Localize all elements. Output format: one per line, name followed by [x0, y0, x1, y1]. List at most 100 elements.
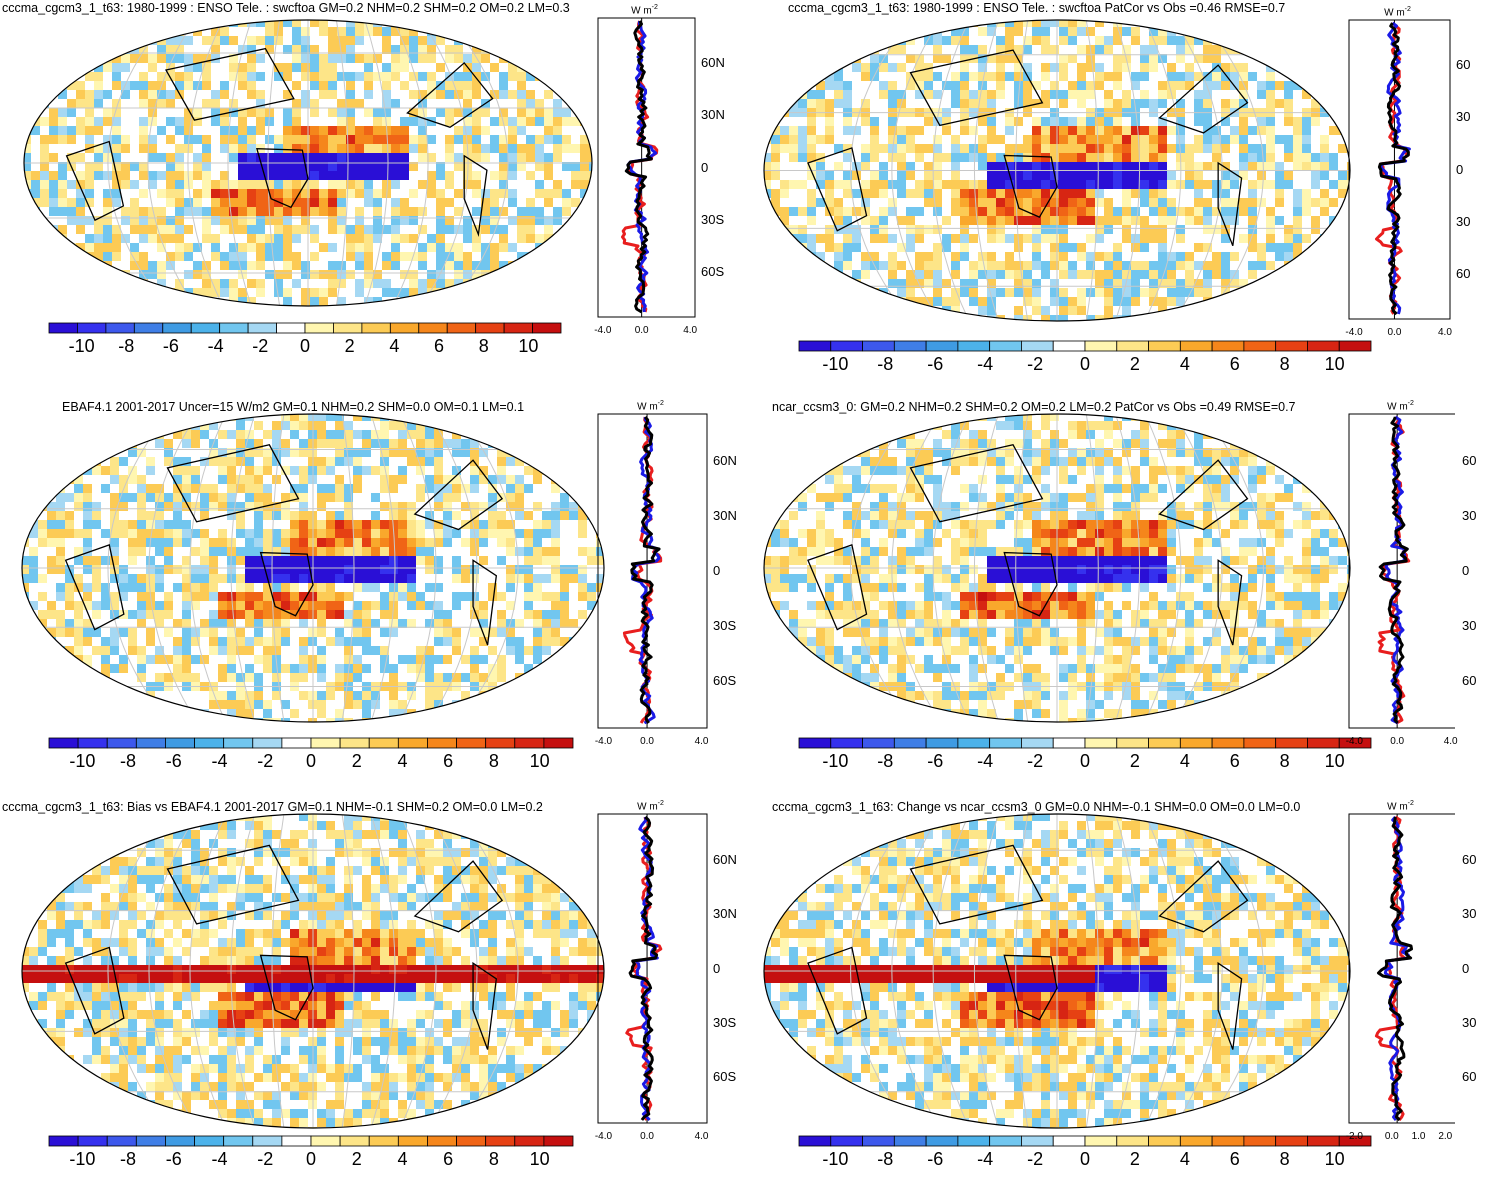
zonal-x-tick-label: 4.0 — [695, 736, 709, 747]
latitude-label: 60 — [1462, 852, 1476, 867]
colorbar-tick-label: -2 — [252, 336, 268, 357]
latitude-label: 30 — [1456, 109, 1470, 124]
colorbar-tick-label: 4 — [1180, 354, 1190, 375]
colorbar-tick-label: 0 — [1080, 1149, 1090, 1170]
latitude-label: 0 — [713, 961, 720, 976]
colorbar-tick-label: -2 — [257, 1149, 273, 1170]
colorbar-tick-label: 6 — [1230, 354, 1240, 375]
colorbar-tick-label: 4 — [397, 1149, 407, 1170]
colorbar-tick-label: 8 — [1280, 1149, 1290, 1170]
zonal-x-tick-label: 4.0 — [1444, 736, 1458, 747]
colorbar-tick-label: 10 — [1325, 354, 1345, 375]
colorbar-tick-label: -8 — [877, 751, 893, 772]
colorbar-tick-label: 10 — [1325, 751, 1345, 772]
colorbar-tick-label: 8 — [489, 1149, 499, 1170]
latitude-label: 0 — [1462, 961, 1469, 976]
colorbar-tick-label: -10 — [822, 1149, 848, 1170]
zonal-units: W m-2 — [637, 400, 664, 412]
zonal-mean-plot — [1345, 802, 1455, 1127]
world-map — [762, 412, 1352, 724]
colorbar-tick-label: 10 — [530, 751, 550, 772]
colorbar-tick-label: -8 — [877, 354, 893, 375]
colorbar-tick-label: 0 — [306, 751, 316, 772]
colorbar-tick-label: 6 — [443, 751, 453, 772]
latitude-label: 30 — [1462, 618, 1476, 633]
zonal-x-tick-label: 0.0 — [635, 325, 649, 336]
latitude-label: 60S — [713, 673, 736, 688]
colorbar-tick-label: -10 — [69, 336, 95, 357]
latitude-label: 30N — [713, 508, 737, 523]
latitude-label: 60 — [1456, 57, 1470, 72]
colorbar-tick-label: 0 — [1080, 354, 1090, 375]
colorbar — [48, 737, 574, 749]
colorbar-tick-label: -4 — [212, 1149, 228, 1170]
latitude-label: 60S — [701, 264, 724, 279]
world-map — [20, 412, 606, 724]
colorbar-tick-label: 6 — [1230, 751, 1240, 772]
colorbar-tick-label: 4 — [1180, 751, 1190, 772]
colorbar-tick-label: 0 — [300, 336, 310, 357]
latitude-label: 60 — [1462, 673, 1476, 688]
colorbar — [798, 1135, 1372, 1147]
colorbar-tick-label: 2 — [1130, 1149, 1140, 1170]
colorbar — [798, 340, 1372, 352]
diff-zonal-line — [1380, 417, 1407, 723]
zonal-x-tick-label: -2.0 — [1346, 1131, 1363, 1142]
colorbar-tick-label: 10 — [1325, 1149, 1345, 1170]
colorbar-tick-label: -6 — [166, 751, 182, 772]
world-map — [762, 812, 1352, 1130]
colorbar-tick-label: -6 — [927, 354, 943, 375]
colorbar-tick-label: -4 — [977, 1149, 993, 1170]
zonal-x-tick-label: 0.0 — [1385, 1131, 1399, 1142]
colorbar-tick-label: -2 — [1027, 1149, 1043, 1170]
latitude-label: 30S — [713, 1015, 736, 1030]
colorbar-tick-label: 4 — [397, 751, 407, 772]
colorbar-tick-label: 8 — [1280, 751, 1290, 772]
colorbar-tick-label: -6 — [927, 1149, 943, 1170]
latitude-label: 60N — [701, 55, 725, 70]
zonal-units: W m-2 — [1387, 400, 1414, 412]
zonal-mean-plot — [594, 6, 704, 321]
latitude-label: 60 — [1456, 266, 1470, 281]
colorbar-tick-label: 2 — [352, 751, 362, 772]
colorbar-tick-label: -4 — [212, 751, 228, 772]
colorbar-tick-label: -6 — [163, 336, 179, 357]
zonal-units: W m-2 — [631, 4, 658, 16]
colorbar-tick-label: 8 — [489, 751, 499, 772]
colorbar-tick-label: -2 — [257, 751, 273, 772]
colorbar-tick-label: 6 — [1230, 1149, 1240, 1170]
colorbar-tick-label: -4 — [977, 354, 993, 375]
zonal-x-tick-label: -4.0 — [595, 736, 612, 747]
zonal-mean-plot — [1345, 8, 1455, 323]
colorbar-tick-label: -6 — [166, 1149, 182, 1170]
colorbar-tick-label: -10 — [69, 1149, 95, 1170]
colorbar-tick-label: 0 — [306, 1149, 316, 1170]
zonal-units: W m-2 — [1387, 800, 1414, 812]
latitude-label: 30S — [713, 618, 736, 633]
latitude-label: 60 — [1462, 1069, 1476, 1084]
colorbar-tick-label: 2 — [345, 336, 355, 357]
latitude-label: 30 — [1462, 508, 1476, 523]
figure-panel: cccma_cgcm3_1_t63: Change vs ncar_ccsm3_… — [750, 800, 1488, 1195]
colorbar-tick-label: -2 — [1027, 751, 1043, 772]
colorbar-tick-label: -8 — [877, 1149, 893, 1170]
colorbar-tick-label: 6 — [434, 336, 444, 357]
zonal-mean-plot — [594, 802, 710, 1127]
zonal-mean-plot — [594, 402, 710, 732]
world-map — [20, 812, 606, 1130]
panel-title: cccma_cgcm3_1_t63: 1980-1999 : ENSO Tele… — [788, 1, 1285, 15]
colorbar-tick-label: -4 — [977, 751, 993, 772]
colorbar-tick-label: -8 — [120, 751, 136, 772]
zonal-x-tick-label: 0.0 — [640, 736, 654, 747]
world-map — [762, 18, 1352, 323]
zonal-x-tick-label: 0.0 — [640, 1131, 654, 1142]
zonal-x-tick-label: 0.0 — [1387, 327, 1401, 338]
zonal-units: W m-2 — [1384, 6, 1411, 18]
zonal-x-tick-label: 0.0 — [1390, 736, 1404, 747]
colorbar-tick-label: 2 — [1130, 751, 1140, 772]
latitude-label: 30 — [1456, 214, 1470, 229]
zonal-x-tick-label: 4.0 — [683, 325, 697, 336]
zonal-x-tick-label: -4.0 — [1346, 736, 1363, 747]
latitude-label: 30 — [1462, 1015, 1476, 1030]
latitude-label: 30 — [1462, 906, 1476, 921]
